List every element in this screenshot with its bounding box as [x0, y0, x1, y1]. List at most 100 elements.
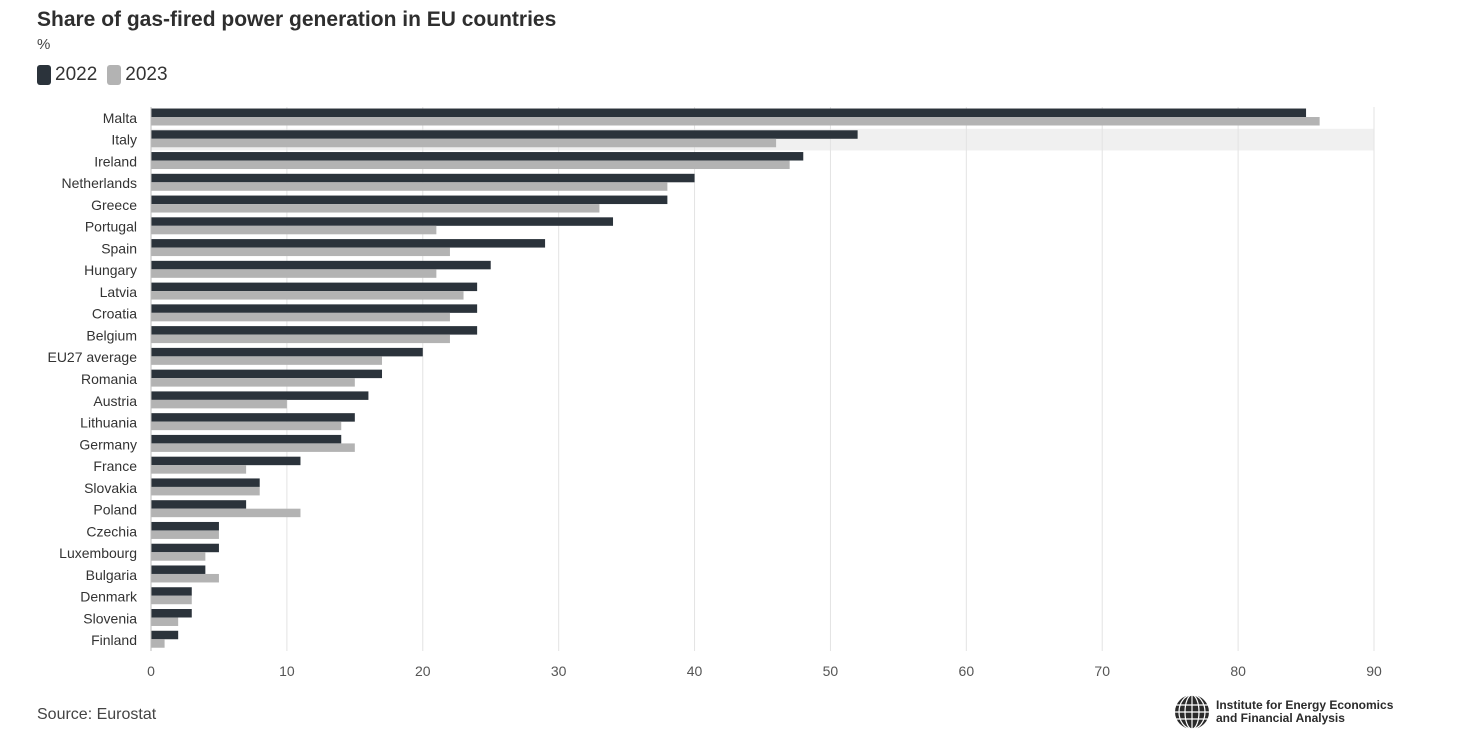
- category-label: Poland: [93, 502, 137, 518]
- bar-2023[interactable]: [151, 356, 383, 365]
- category-label: Slovenia: [83, 610, 137, 626]
- category-label: Romania: [81, 371, 137, 387]
- bar-2022[interactable]: [151, 130, 858, 139]
- x-tick-label: 50: [823, 663, 839, 679]
- category-label: Italy: [111, 132, 137, 148]
- x-tick-label: 30: [551, 663, 567, 679]
- bar-2023[interactable]: [151, 138, 777, 148]
- category-label: Austria: [93, 393, 137, 409]
- legend-swatch-2023: [107, 65, 122, 85]
- bar-2023[interactable]: [151, 182, 668, 191]
- bar-2022[interactable]: [151, 500, 247, 509]
- x-tick-label: 0: [147, 663, 155, 679]
- category-label: EU27 average: [47, 349, 137, 365]
- bar-2022[interactable]: [151, 478, 260, 487]
- legend-label-2022: 2022: [55, 64, 98, 85]
- bar-2022[interactable]: [151, 326, 478, 335]
- logo-text-line2: and Financial Analysis: [1216, 711, 1345, 725]
- bar-2023[interactable]: [151, 117, 1320, 126]
- bar-2023[interactable]: [151, 312, 450, 322]
- chart-title: Share of gas-fired power generation in E…: [37, 8, 557, 31]
- bar-2022[interactable]: [151, 282, 478, 292]
- bar-2023[interactable]: [151, 421, 342, 431]
- bar-2022[interactable]: [151, 434, 342, 444]
- bar-2022[interactable]: [151, 260, 491, 270]
- category-label: Lithuania: [80, 415, 137, 431]
- x-tick-label: 40: [687, 663, 703, 679]
- legend-item-2022[interactable]: 2022: [37, 64, 97, 86]
- category-label: Croatia: [92, 306, 137, 322]
- bar-2023[interactable]: [151, 639, 165, 648]
- bar-2022[interactable]: [151, 347, 423, 357]
- x-tick-label: 60: [959, 663, 975, 679]
- chart-subtitle: %: [37, 36, 51, 53]
- x-tick-label: 70: [1094, 663, 1110, 679]
- bar-2022[interactable]: [151, 543, 219, 553]
- bar-2022[interactable]: [151, 521, 219, 531]
- legend: 2022 2023: [37, 64, 178, 86]
- bar-2022[interactable]: [151, 152, 804, 161]
- bar-2022[interactable]: [151, 108, 1307, 118]
- globe-icon: [1175, 694, 1209, 730]
- bar-2023[interactable]: [151, 508, 301, 518]
- bar-2022[interactable]: [151, 630, 179, 640]
- bar-2023[interactable]: [151, 573, 219, 583]
- bar-2023[interactable]: [151, 204, 600, 213]
- category-label: Malta: [103, 110, 137, 126]
- bar-2022[interactable]: [151, 304, 478, 313]
- bar-2023[interactable]: [151, 269, 437, 278]
- category-label: Germany: [79, 436, 137, 452]
- logo-text-line1: Institute for Energy Economics: [1216, 698, 1394, 712]
- bar-2023[interactable]: [151, 378, 355, 387]
- category-label: Luxembourg: [59, 545, 137, 561]
- bar-2022[interactable]: [151, 369, 383, 379]
- category-label: Czechia: [86, 523, 137, 539]
- legend-swatch-2022: [37, 65, 51, 85]
- bar-2022[interactable]: [151, 413, 355, 422]
- x-tick-label: 20: [415, 663, 431, 679]
- bar-2023[interactable]: [151, 247, 450, 257]
- bar-2023[interactable]: [151, 486, 260, 496]
- category-label: Latvia: [100, 284, 138, 300]
- bar-2022[interactable]: [151, 587, 192, 596]
- category-label: Finland: [91, 632, 137, 648]
- bar-2023[interactable]: [151, 225, 437, 235]
- bar-2023[interactable]: [151, 530, 219, 539]
- x-tick-label: 80: [1230, 663, 1246, 679]
- bar-2023[interactable]: [151, 334, 450, 344]
- bar-2022[interactable]: [151, 217, 614, 226]
- category-label: Spain: [101, 240, 137, 256]
- x-tick-label: 90: [1366, 663, 1382, 679]
- source-note: Source: Eurostat: [37, 706, 157, 723]
- category-label: Ireland: [94, 153, 137, 169]
- category-label: Hungary: [84, 262, 137, 278]
- bar-2022[interactable]: [151, 239, 546, 248]
- ieefa-logo[interactable]: Institute for Energy Economics and Finan…: [1174, 694, 1393, 730]
- bar-2023[interactable]: [151, 465, 247, 474]
- x-tick-label: 10: [279, 663, 295, 679]
- bar-2023[interactable]: [151, 399, 287, 409]
- bar-2023[interactable]: [151, 595, 192, 605]
- bar-2023[interactable]: [151, 160, 790, 170]
- logo-text: Institute for Energy Economics and Finan…: [1216, 699, 1393, 725]
- category-label: Portugal: [85, 219, 137, 235]
- legend-label-2023: 2023: [125, 64, 168, 85]
- category-label: France: [93, 458, 137, 474]
- bar-2023[interactable]: [151, 291, 464, 300]
- bar-2022[interactable]: [151, 565, 206, 574]
- bar-2022[interactable]: [151, 456, 301, 466]
- bar-2023[interactable]: [151, 443, 355, 452]
- bar-2022[interactable]: [151, 173, 695, 183]
- legend-item-2023[interactable]: 2023: [107, 64, 168, 86]
- bar-2022[interactable]: [151, 391, 369, 400]
- category-label: Greece: [91, 197, 137, 213]
- category-label: Denmark: [80, 589, 138, 605]
- bar-2023[interactable]: [151, 552, 206, 561]
- bar-2023[interactable]: [151, 617, 179, 626]
- bar-2022[interactable]: [151, 609, 192, 618]
- bar-2022[interactable]: [151, 195, 668, 205]
- category-label: Slovakia: [84, 480, 137, 496]
- category-label: Bulgaria: [86, 567, 138, 583]
- category-label: Belgium: [86, 327, 137, 343]
